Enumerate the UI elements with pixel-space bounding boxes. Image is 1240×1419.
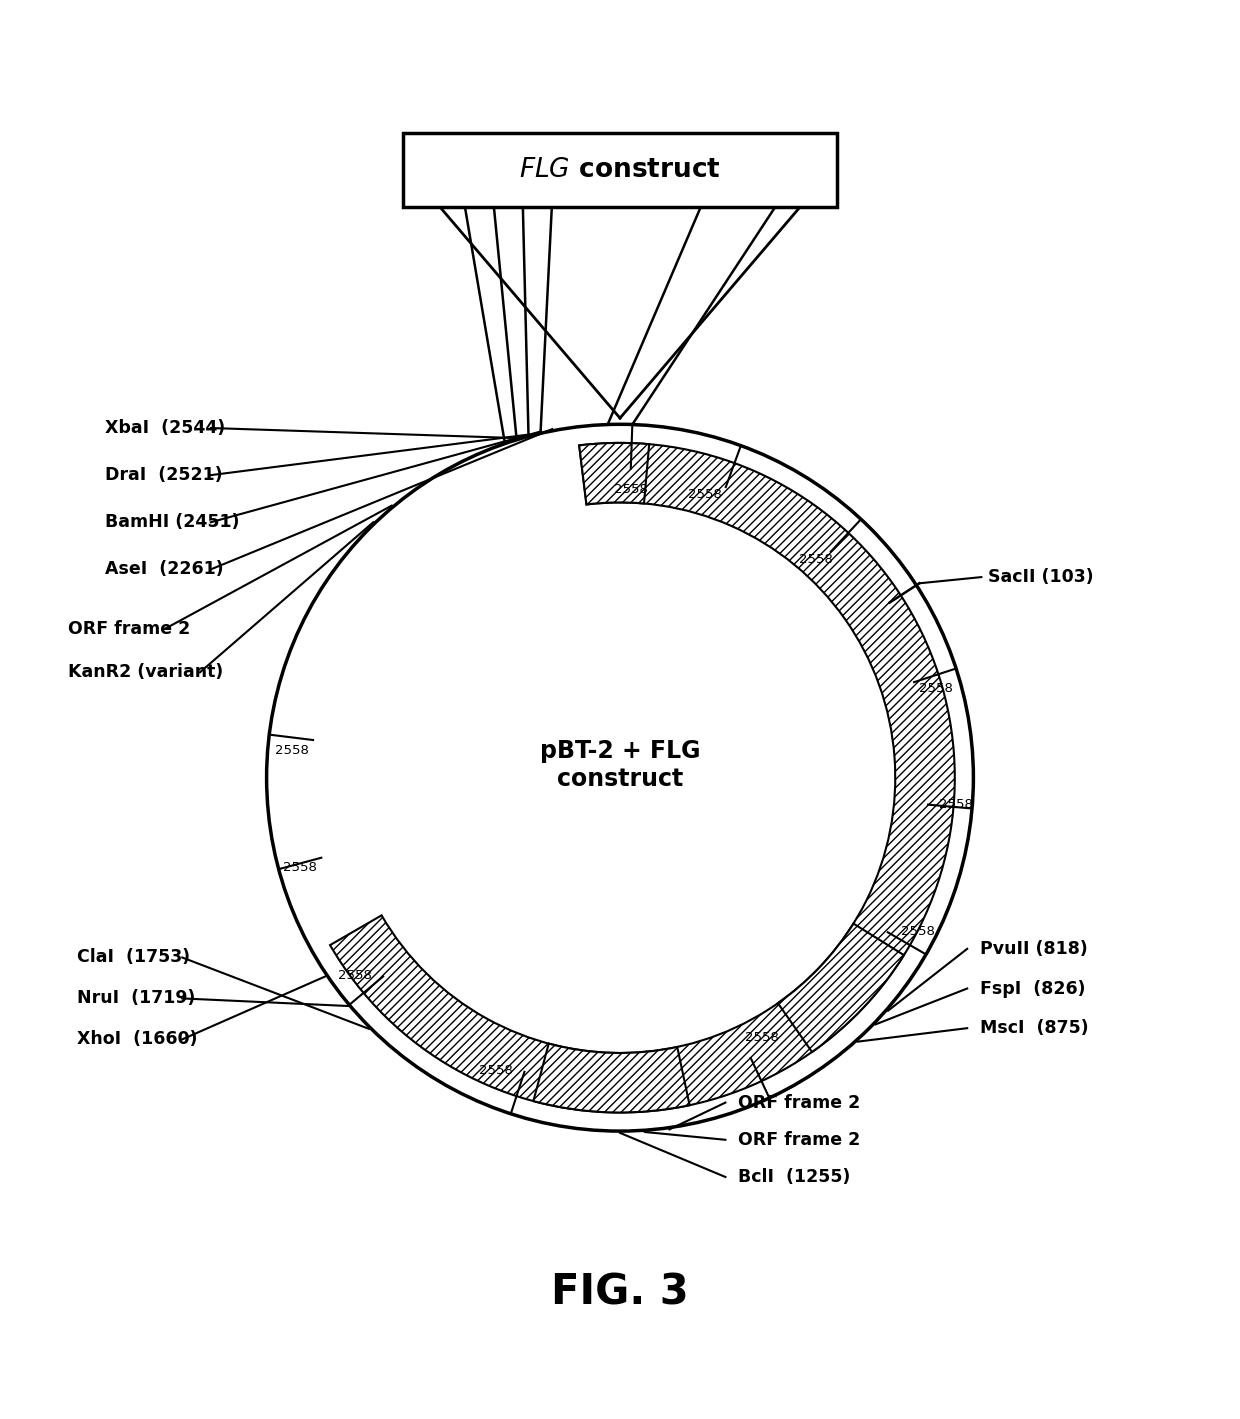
Text: 2558: 2558 bbox=[901, 925, 935, 938]
Text: 2558: 2558 bbox=[799, 552, 832, 566]
Text: AseI  (2261): AseI (2261) bbox=[105, 561, 224, 579]
Text: 2558: 2558 bbox=[283, 861, 316, 874]
Text: FspI  (826): FspI (826) bbox=[980, 979, 1085, 998]
Text: ORF frame 2: ORF frame 2 bbox=[738, 1131, 861, 1149]
Text: 2558: 2558 bbox=[745, 1032, 779, 1044]
Wedge shape bbox=[330, 443, 955, 1112]
Text: BamHI (2451): BamHI (2451) bbox=[105, 514, 239, 531]
Text: $\mathit{FLG}$ construct: $\mathit{FLG}$ construct bbox=[520, 158, 720, 183]
FancyBboxPatch shape bbox=[403, 133, 837, 207]
Text: FIG. 3: FIG. 3 bbox=[551, 1271, 689, 1314]
Text: 2558: 2558 bbox=[919, 683, 952, 695]
Text: MscI  (875): MscI (875) bbox=[980, 1019, 1089, 1037]
Text: ClaI  (1753): ClaI (1753) bbox=[77, 948, 190, 966]
Text: DraI  (2521): DraI (2521) bbox=[105, 465, 223, 484]
Wedge shape bbox=[533, 1043, 689, 1112]
Text: 2558: 2558 bbox=[479, 1064, 512, 1077]
Text: ORF frame 2: ORF frame 2 bbox=[68, 620, 191, 639]
Text: 2558: 2558 bbox=[688, 488, 722, 501]
Text: KanR2 (variant): KanR2 (variant) bbox=[68, 663, 223, 681]
Text: 2558: 2558 bbox=[275, 744, 309, 756]
Text: ORF frame 2: ORF frame 2 bbox=[738, 1094, 861, 1111]
Text: BclI  (1255): BclI (1255) bbox=[738, 1168, 851, 1186]
Text: XbaI  (2544): XbaI (2544) bbox=[105, 419, 226, 437]
Wedge shape bbox=[579, 443, 650, 505]
Text: 2558: 2558 bbox=[939, 797, 972, 812]
Text: XhoI  (1660): XhoI (1660) bbox=[77, 1030, 197, 1049]
Text: PvuII (818): PvuII (818) bbox=[980, 939, 1087, 958]
Text: SacII (103): SacII (103) bbox=[987, 568, 1094, 586]
Text: 2558: 2558 bbox=[614, 482, 647, 495]
Text: NruI  (1719): NruI (1719) bbox=[77, 989, 195, 1007]
Wedge shape bbox=[777, 924, 904, 1051]
Text: pBT-2 + FLG
construct: pBT-2 + FLG construct bbox=[539, 739, 701, 792]
Text: 2558: 2558 bbox=[339, 969, 372, 982]
